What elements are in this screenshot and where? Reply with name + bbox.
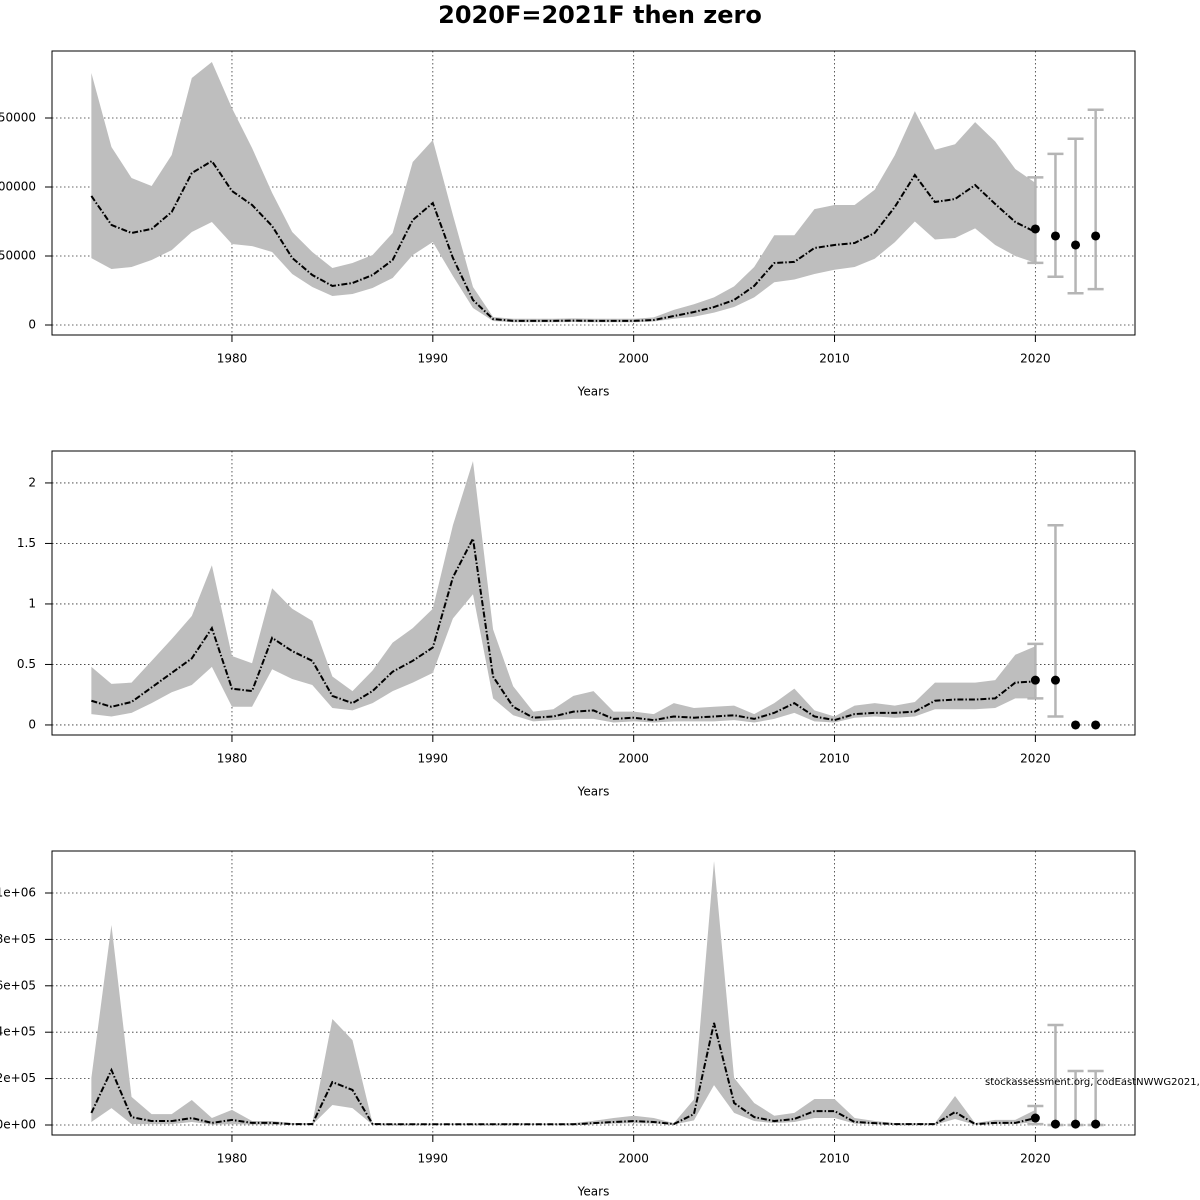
plot-frame (51, 450, 1136, 736)
x-tick-label: 2020 (1020, 752, 1051, 766)
forecast-point (1050, 675, 1060, 685)
confidence-band (91, 860, 1036, 1125)
confidence-band (91, 461, 1036, 723)
forecast-point (1030, 224, 1040, 234)
y-tick-label: 0e+00 (0, 1118, 36, 1132)
forecast-point (1050, 1119, 1060, 1129)
forecast-point (1071, 720, 1081, 730)
x-tick-label: 2010 (819, 352, 850, 366)
confidence-band (91, 61, 1036, 323)
x-tick-label: 1980 (217, 752, 248, 766)
forecast-point (1071, 240, 1081, 250)
estimate-line (90, 159, 1036, 322)
forecast-point (1091, 720, 1101, 730)
x-tick-label: 2020 (1020, 1152, 1051, 1166)
y-tick-label: 1e+06 (0, 885, 36, 899)
forecast-point (1030, 675, 1040, 685)
plot-frame (51, 850, 1136, 1136)
annotation: stockassessment.org, codEastNWWG2021, (985, 1077, 1200, 1088)
y-tick-label: 50000 (0, 249, 36, 263)
x-axis-title: Years (577, 1185, 610, 1199)
x-tick-label: 1990 (418, 752, 449, 766)
plot-frame (51, 50, 1136, 336)
x-tick-label: 2020 (1020, 352, 1051, 366)
y-tick-label: 2 (28, 475, 36, 489)
x-tick-label: 2010 (819, 1152, 850, 1166)
y-tick-label: 1 (28, 596, 36, 610)
x-tick-label: 2000 (618, 352, 649, 366)
y-tick-label: 0 (28, 717, 36, 731)
x-tick-label: 1990 (418, 1152, 449, 1166)
y-tick-label: 100000 (0, 180, 36, 194)
forecast-point (1091, 1119, 1101, 1129)
x-tick-label: 2010 (819, 752, 850, 766)
y-tick-label: 6e+05 (0, 978, 36, 992)
y-tick-label: 2e+05 (0, 1071, 36, 1085)
y-tick-label: 0 (28, 318, 36, 332)
y-tick-label: 4e+05 (0, 1025, 36, 1039)
x-tick-label: 2000 (618, 752, 649, 766)
chart-title: 2020F=2021F then zero (438, 1, 762, 29)
x-tick-label: 2000 (618, 1152, 649, 1166)
forecast-point (1071, 1119, 1081, 1129)
estimate-line (91, 535, 1036, 722)
x-tick-label: 1990 (418, 352, 449, 366)
forecast-point (1030, 1113, 1040, 1123)
x-tick-label: 1980 (217, 352, 248, 366)
x-axis-title: Years (577, 785, 610, 799)
forecast-point (1050, 231, 1060, 241)
y-tick-label: 1.5 (17, 536, 36, 550)
forecast-point (1091, 231, 1101, 241)
x-tick-label: 1980 (217, 1152, 248, 1166)
y-tick-label: 150000 (0, 111, 36, 125)
x-axis-title: Years (577, 385, 610, 399)
y-tick-label: 8e+05 (0, 932, 36, 946)
estimate-line (90, 1022, 1036, 1126)
y-tick-label: 0.5 (17, 657, 36, 671)
